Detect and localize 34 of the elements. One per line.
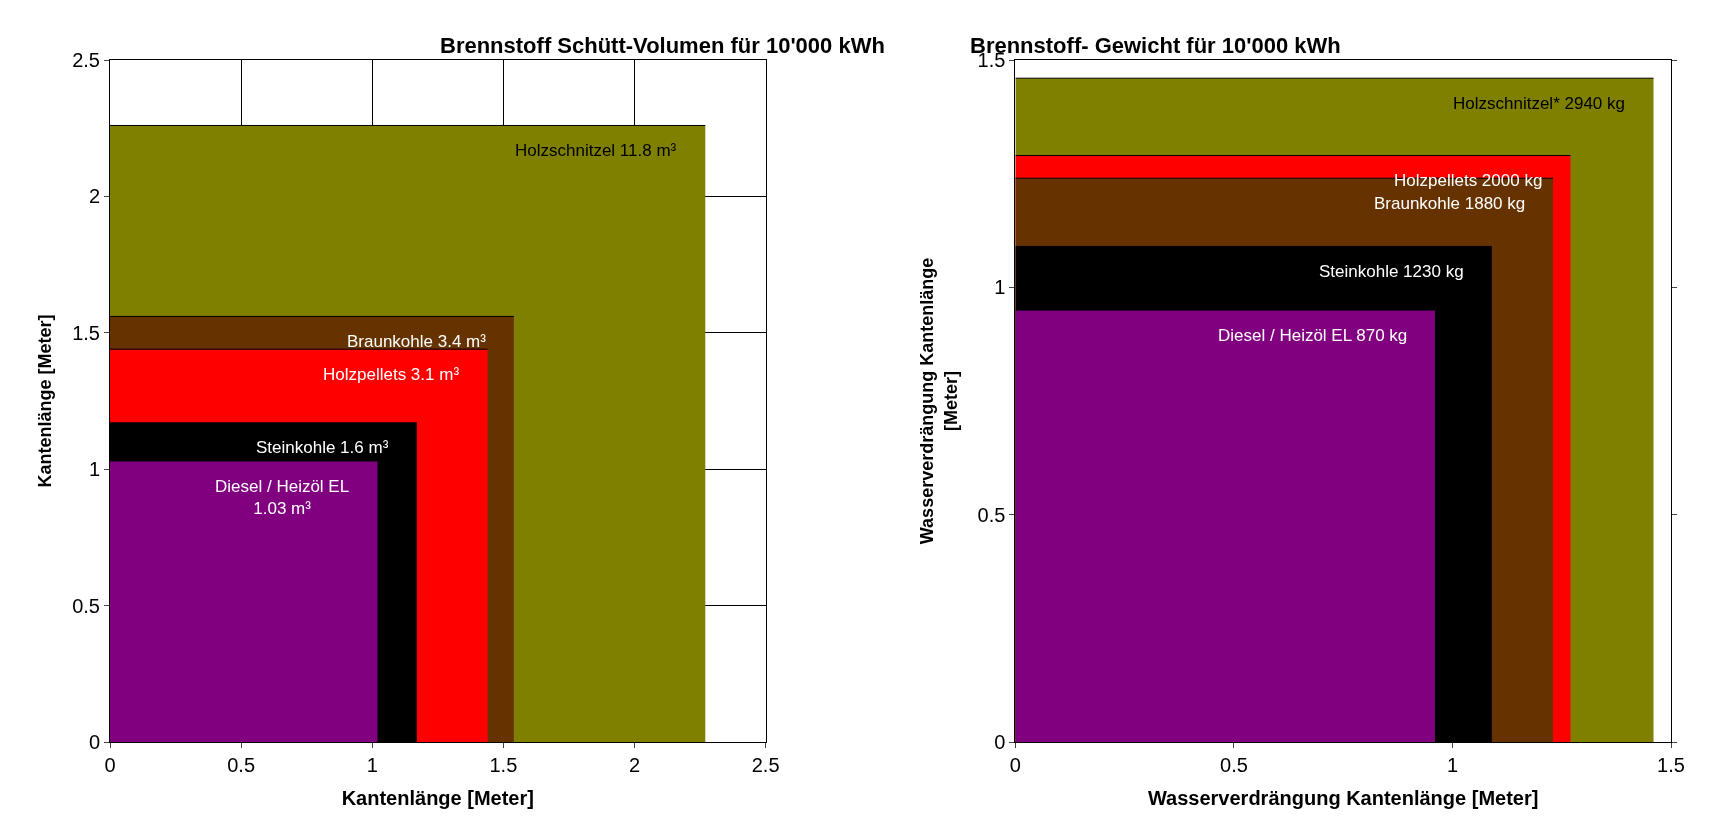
x-tick-label: 1.5 (489, 754, 518, 776)
x-axis-title: Kantenlänge [Meter] (341, 786, 534, 809)
y-axis-title: Wasserverdrängung Kantenlänge [Meter] (917, 257, 961, 545)
series-label: Holzpellets 2000 kg (1394, 171, 1543, 190)
series-label: Holzschnitzel 11.8 m³ (515, 141, 677, 160)
series-label: Diesel / Heizöl EL 1.03 m³ (215, 477, 350, 519)
series-label: Holzschnitzel* 2940 kg (1453, 94, 1625, 113)
y-tick-label: 0.5 (977, 503, 1006, 526)
y-axis-title: Kantenlänge [Meter] (35, 314, 56, 488)
series-label: Holzpellets 3.1 m³ (323, 365, 460, 384)
x-tick-label: 1 (1446, 754, 1459, 776)
x-tick-label: 0.5 (1220, 754, 1248, 776)
chart-title: Brennstoff Schütt-Volumen für 10'000 kWh (440, 33, 885, 58)
x-axis-title: Wasserverdrängung Kantenlänge [Meter] (1147, 786, 1539, 809)
y-tick-label: 0 (994, 731, 1006, 753)
series-label: Steinkohle 1230 kg (1319, 262, 1464, 281)
series-label: Diesel / Heizöl EL 870 kg (1218, 326, 1408, 345)
y-tick-label: 2 (88, 185, 100, 208)
y-tick-label: 2.5 (72, 49, 100, 71)
series-label: Braunkohle 3.4 m³ (347, 332, 487, 351)
x-tick-label: 2 (628, 754, 641, 776)
y-tick-label: 0.5 (72, 594, 100, 617)
y-tick-label: 1 (994, 276, 1006, 299)
series-label: Steinkohle 1.6 m³ (256, 438, 389, 457)
y-tick-label: 1 (88, 458, 100, 481)
x-tick-label: 1.5 (1657, 754, 1685, 776)
x-tick-label: 1 (366, 754, 378, 776)
x-tick-label: 0 (104, 754, 116, 776)
series-label: Braunkohle 1880 kg (1374, 194, 1526, 213)
x-tick-label: 0 (1009, 754, 1021, 776)
x-tick-label: 2.5 (751, 754, 780, 776)
y-tick-label: 0 (88, 731, 100, 753)
x-tick-label: 0.5 (227, 754, 256, 776)
y-tick-label: 1.5 (72, 321, 100, 344)
